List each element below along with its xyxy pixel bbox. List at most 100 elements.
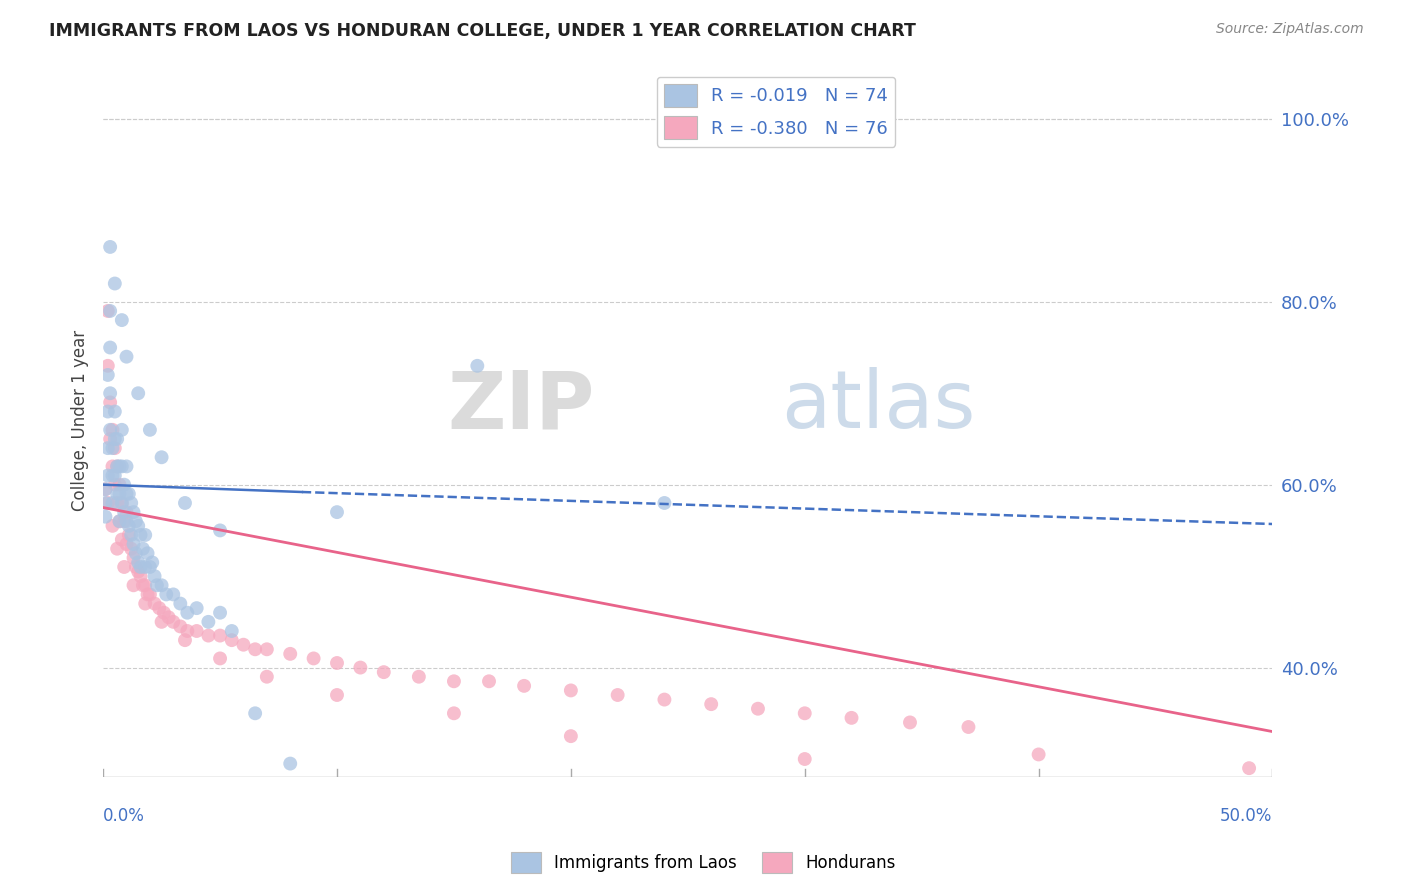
Point [136,587,159,601]
Point [127,519,149,533]
Point [111,459,134,474]
Point [98,395,121,409]
Point [278,647,301,661]
Point [129,560,152,574]
Point [326,656,349,670]
Point [793,752,815,766]
Point [174,633,197,648]
Point [139,423,162,437]
Point [162,615,184,629]
Point [148,601,170,615]
Point [97,468,120,483]
Point [1237,761,1260,775]
Point [326,688,349,702]
Point [101,519,124,533]
Point [127,386,149,401]
Point [108,514,131,528]
Point [101,459,124,474]
Point [104,432,127,446]
Point [120,541,142,556]
Point [108,477,131,491]
Point [700,697,723,711]
Point [111,313,134,327]
Point [104,277,127,291]
Point [108,459,131,474]
Point [141,556,163,570]
Point [104,468,127,483]
Point [654,496,676,510]
Point [115,537,138,551]
Point [127,565,149,579]
Point [898,715,921,730]
Point [478,674,501,689]
Point [513,679,536,693]
Point [125,514,148,528]
Text: atlas: atlas [782,368,976,445]
Text: 0.0%: 0.0% [103,806,145,824]
Point [153,606,176,620]
Point [134,560,156,574]
Point [97,496,120,510]
Point [465,359,488,373]
Point [243,706,266,721]
Point [115,459,138,474]
Point [793,706,815,721]
Point [105,496,128,510]
Point [98,240,121,254]
Point [134,597,156,611]
Point [105,487,128,501]
Point [134,528,156,542]
Point [606,688,628,702]
Point [157,610,180,624]
Point [209,629,232,643]
Point [146,578,169,592]
Point [125,560,148,574]
Point [105,541,128,556]
Point [125,546,148,560]
Point [176,606,198,620]
Point [118,519,141,533]
Text: ZIP: ZIP [447,368,595,445]
Point [136,546,159,560]
Point [186,624,208,638]
Point [105,459,128,474]
Point [104,477,127,491]
Point [97,359,120,373]
Point [169,619,191,633]
Point [120,496,142,510]
Point [408,670,430,684]
Point [139,560,162,574]
Point [957,720,980,734]
Point [118,528,141,542]
Point [443,674,465,689]
Point [101,496,124,510]
Point [155,587,177,601]
Point [101,423,124,437]
Point [122,550,145,565]
Point [209,651,232,665]
Point [162,587,184,601]
Point [243,642,266,657]
Point [108,487,131,501]
Point [118,487,141,501]
Legend: R = -0.019   N = 74, R = -0.380   N = 76: R = -0.019 N = 74, R = -0.380 N = 76 [657,77,896,146]
Point [197,615,219,629]
Point [654,692,676,706]
Point [122,578,145,592]
Point [94,482,117,496]
Point [115,350,138,364]
Point [143,597,166,611]
Point [326,505,349,519]
Point [169,597,191,611]
Point [111,496,134,510]
Point [115,514,138,528]
Point [373,665,395,680]
Point [94,482,117,496]
Point [221,624,243,638]
Point [98,304,121,318]
Point [112,514,135,528]
Point [560,683,582,698]
Point [176,624,198,638]
Point [115,505,138,519]
Point [111,423,134,437]
